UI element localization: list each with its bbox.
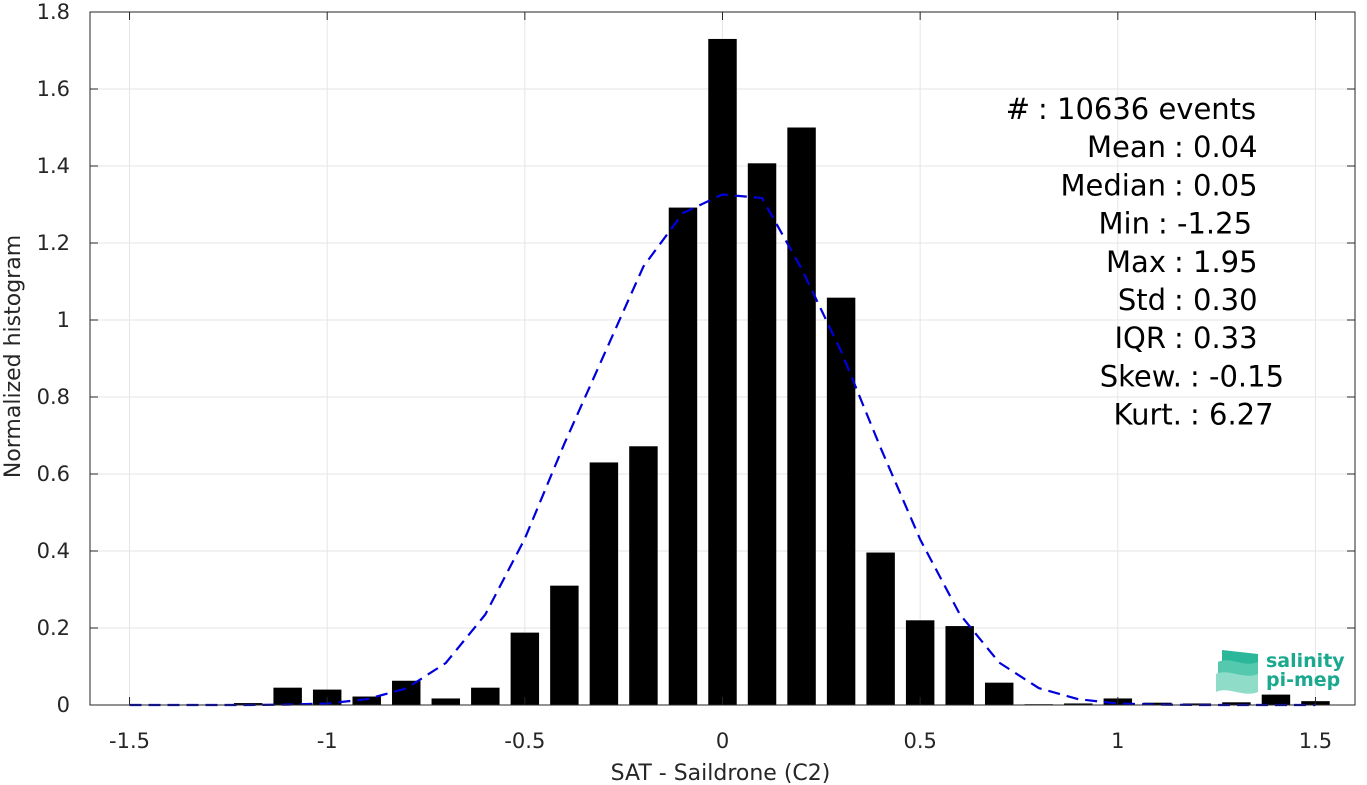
stat-label: Std bbox=[1118, 283, 1166, 317]
histogram-bar bbox=[1143, 702, 1172, 705]
y-tick-label: 0.4 bbox=[37, 539, 70, 563]
x-tick-label: -1 bbox=[317, 729, 338, 753]
histogram-bar bbox=[1261, 694, 1291, 705]
histogram-bar bbox=[550, 585, 579, 705]
y-tick-label: 0.8 bbox=[37, 385, 70, 409]
stat-label: IQR bbox=[1114, 321, 1166, 355]
salinity-pi-mep-logo: salinity pi-mep bbox=[1216, 650, 1345, 694]
x-tick-label: 0 bbox=[716, 729, 729, 753]
stat-value: : 0.04 bbox=[1174, 130, 1258, 164]
histogram-bar bbox=[629, 446, 658, 705]
stat-label: Min bbox=[1099, 207, 1150, 241]
stat-value: : 10636 events bbox=[1038, 92, 1256, 126]
histogram-bar bbox=[945, 626, 974, 705]
stat-value: : 0.30 bbox=[1174, 283, 1258, 317]
histogram-bar bbox=[866, 552, 895, 705]
y-tick-label: 0.6 bbox=[37, 462, 70, 486]
logo-wave-icon bbox=[1216, 650, 1258, 694]
histogram-bar bbox=[510, 632, 540, 705]
stat-value: : 0.05 bbox=[1174, 168, 1258, 202]
x-tick-label: 1.5 bbox=[1299, 729, 1332, 753]
histogram-bar bbox=[352, 696, 381, 705]
histogram-bar bbox=[747, 163, 777, 705]
y-tick-label: 1.6 bbox=[37, 77, 70, 101]
stat-label: Median bbox=[1061, 168, 1166, 202]
y-tick-label: 1 bbox=[57, 308, 70, 332]
stat-label: Kurt. bbox=[1114, 398, 1182, 432]
histogram-bar bbox=[1182, 703, 1212, 705]
y-tick-label: 1.4 bbox=[37, 154, 70, 178]
histogram-bar bbox=[392, 680, 421, 705]
x-tick-label: -0.5 bbox=[504, 729, 545, 753]
y-tick-label: 0.2 bbox=[37, 616, 70, 640]
histogram-bar bbox=[1064, 703, 1093, 705]
histogram-bar bbox=[1222, 702, 1251, 705]
x-tick-label: 1 bbox=[1111, 729, 1124, 753]
histogram-bar bbox=[708, 38, 737, 705]
stat-label: # bbox=[1006, 92, 1030, 126]
y-axis-ticks: 0 0.2 0.4 0.6 0.8 1 1.2 1.4 1.6 1.8 bbox=[37, 0, 1355, 717]
y-tick-label: 1.2 bbox=[37, 231, 70, 255]
x-tick-label: 0.5 bbox=[903, 729, 936, 753]
stat-value: : -1.25 bbox=[1158, 207, 1252, 241]
histogram-bar bbox=[471, 687, 500, 705]
x-tick-label: -1.5 bbox=[109, 729, 150, 753]
histogram-bar bbox=[668, 207, 698, 705]
logo-text-salinity: salinity bbox=[1266, 650, 1345, 672]
y-axis-label: Normalized histogram bbox=[1, 235, 26, 478]
histogram-bars bbox=[233, 38, 1330, 705]
histogram-bar bbox=[984, 682, 1014, 705]
histogram-bar bbox=[431, 698, 461, 705]
stat-value: : 0.33 bbox=[1174, 321, 1258, 355]
x-axis-label: SAT - Saildrone (C2) bbox=[611, 761, 831, 785]
x-axis-ticks: -1.5 -1 -0.5 0 0.5 1 1.5 bbox=[109, 12, 1332, 753]
logo-text-pi-mep: pi-mep bbox=[1266, 669, 1340, 691]
histogram-bar bbox=[589, 462, 619, 705]
histogram-bar bbox=[273, 687, 302, 705]
stat-label: Mean bbox=[1087, 130, 1166, 164]
stat-value: : -0.15 bbox=[1190, 359, 1284, 393]
histogram-bar bbox=[826, 297, 856, 705]
y-tick-label: 0 bbox=[57, 693, 70, 717]
stat-label: Max bbox=[1106, 245, 1166, 279]
stat-value: : 6.27 bbox=[1190, 398, 1274, 432]
histogram-bar bbox=[787, 127, 816, 705]
stat-label: Skew. bbox=[1100, 359, 1182, 393]
y-tick-label: 1.8 bbox=[37, 0, 70, 24]
histogram-bar bbox=[905, 620, 935, 705]
stat-value: : 1.95 bbox=[1174, 245, 1258, 279]
